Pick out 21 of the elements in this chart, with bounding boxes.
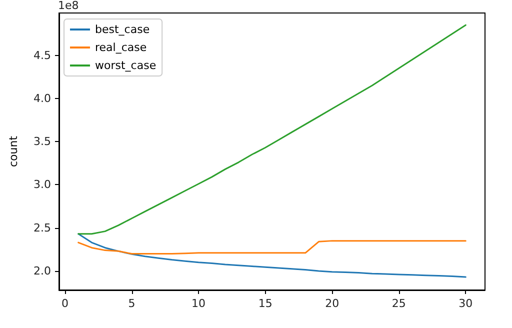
line-series bbox=[78, 233, 466, 278]
legend-label: worst_case bbox=[95, 59, 156, 72]
legend-label: best_case bbox=[95, 23, 150, 36]
y-tick-label: 4.0 bbox=[34, 92, 51, 105]
x-tick-label: 15 bbox=[258, 297, 272, 310]
text: 1e8 bbox=[58, 0, 79, 12]
y-tick-label: 3.5 bbox=[34, 135, 51, 148]
y-tick-label: 2.0 bbox=[34, 264, 51, 278]
x-tick-label: 20 bbox=[325, 297, 340, 310]
y-tick-label: 4.5 bbox=[34, 48, 51, 62]
line-series bbox=[78, 24, 466, 235]
x-tick-label: 5 bbox=[128, 297, 136, 310]
x-tick-label: 30 bbox=[458, 297, 473, 310]
y-axis-title: count bbox=[7, 135, 20, 168]
x-tick-label: 0 bbox=[62, 297, 69, 310]
y-tick-label: 2.5 bbox=[34, 221, 51, 234]
line-series bbox=[78, 240, 466, 255]
legend-label: real_case bbox=[95, 41, 147, 54]
y-tick-label: 3.0 bbox=[34, 178, 51, 192]
x-tick-label: 10 bbox=[192, 297, 206, 310]
x-tick-label: 25 bbox=[392, 297, 406, 310]
